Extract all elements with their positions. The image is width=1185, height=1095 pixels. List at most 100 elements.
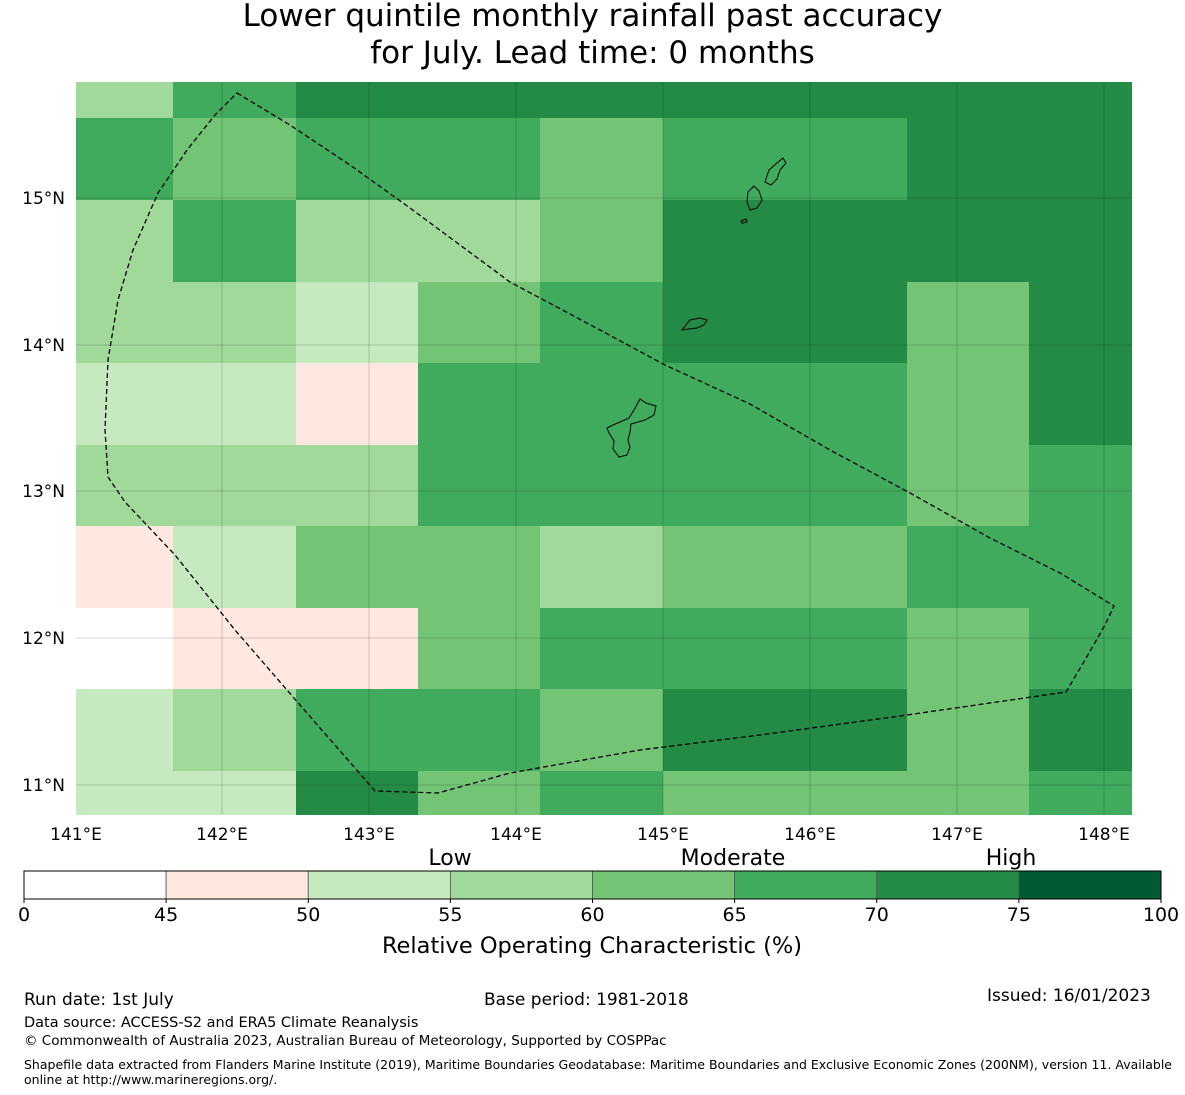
map-grid-cell — [296, 118, 418, 200]
colorbar-swatch — [165, 870, 309, 900]
island-rota — [680, 317, 708, 331]
data-source: Data source: ACCESS-S2 and ERA5 Climate … — [24, 1015, 419, 1031]
map-grid-cell — [418, 445, 540, 526]
colorbar-tick-label: 70 — [865, 904, 889, 926]
eez-boundary — [104, 92, 1115, 794]
map-grid-cell — [907, 82, 1029, 118]
map-grid-cell — [296, 82, 418, 118]
map-grid-cell — [785, 82, 907, 118]
map-grid-cell — [418, 200, 540, 282]
map-grid-cells — [76, 82, 1132, 815]
colorbar-swatch — [1018, 870, 1162, 900]
colorbar-tick-label: 55 — [438, 904, 462, 926]
longitude-tick-label: 148°E — [1078, 825, 1130, 845]
map-grid-cell — [296, 689, 418, 771]
map-grid-cell — [540, 689, 663, 771]
map-grid-cell — [1029, 689, 1132, 771]
map-grid-cell — [907, 282, 1029, 363]
colorbar — [23, 870, 1162, 900]
map-grid-cell — [663, 282, 785, 363]
map-grid-cell — [418, 526, 540, 608]
map-grid-cell — [785, 363, 907, 445]
map-grid-cell — [296, 363, 418, 445]
map-grid-cell — [76, 118, 173, 200]
map-grid-cell — [296, 200, 418, 282]
copyright-notice: © Commonwealth of Australia 2023, Austra… — [24, 1033, 667, 1049]
issued-date: Issued: 16/01/2023 — [987, 986, 1151, 1006]
map-grid-cell — [296, 526, 418, 608]
map-grid-cell — [540, 771, 663, 815]
longitude-tick-label: 141°E — [50, 825, 102, 845]
map-grid-cell — [540, 118, 663, 200]
map-grid-cell — [907, 771, 1029, 815]
map-grid-cell — [663, 771, 785, 815]
map-grid-cell — [173, 118, 296, 200]
latitude-tick-label: 11°N — [22, 776, 65, 796]
map-grid-cell — [785, 771, 907, 815]
latitude-tick-label: 14°N — [22, 336, 65, 356]
map-grid-cell — [907, 689, 1029, 771]
map-grid-cell — [76, 771, 173, 815]
map-grid-cell — [418, 282, 540, 363]
map-grid-cell — [418, 689, 540, 771]
map-grid-cell — [76, 526, 173, 608]
map-grid-cell — [663, 200, 785, 282]
map-grid-cell — [663, 689, 785, 771]
colorbar-swatch — [449, 870, 593, 900]
map-grid-cell — [76, 689, 173, 771]
map-grid-cell — [785, 526, 907, 608]
colorbar-category-labels: Low Moderate High — [428, 846, 1036, 871]
map-grid-cell — [173, 200, 296, 282]
map-grid-cell — [76, 608, 173, 689]
map-grid-cell — [663, 363, 785, 445]
colorbar-swatch — [23, 870, 167, 900]
map-grid-cell — [907, 608, 1029, 689]
chart-title-line-1: Lower quintile monthly rainfall past acc… — [242, 0, 943, 34]
chart-title: Lower quintile monthly rainfall past acc… — [0, 0, 1185, 72]
map-grid-cell — [663, 445, 785, 526]
latitude-tick-labels: 15°N 14°N 13°N 12°N 11°N — [22, 189, 65, 796]
longitude-tick-label: 143°E — [343, 825, 395, 845]
map-grid-cell — [173, 771, 296, 815]
colorbar-category-label: Low — [428, 846, 471, 871]
colorbar-swatch — [734, 870, 878, 900]
longitude-tick-label: 145°E — [637, 825, 689, 845]
map-grid-cell — [76, 282, 173, 363]
colorbar-swatch — [876, 870, 1020, 900]
map-grid-cell — [785, 200, 907, 282]
map-grid-cell — [785, 118, 907, 200]
map-grid-cell — [1029, 526, 1132, 608]
island-guam — [606, 398, 657, 458]
map-grid-cell — [173, 608, 296, 689]
latitude-tick-label: 13°N — [22, 482, 65, 502]
map-grid-cell — [1029, 82, 1132, 118]
colorbar-tick-label: 45 — [154, 904, 178, 926]
longitude-tick-label: 147°E — [931, 825, 983, 845]
map-grid-cell — [540, 282, 663, 363]
map-grid-cell — [76, 445, 173, 526]
map-grid-cell — [907, 200, 1029, 282]
colorbar-swatch — [592, 870, 736, 900]
map-grid-cell — [296, 445, 418, 526]
map-grid-cell — [540, 363, 663, 445]
map-grid-cell — [663, 118, 785, 200]
colorbar-tick-label: 65 — [723, 904, 747, 926]
map-grid-cell — [907, 445, 1029, 526]
map-grid-cell — [296, 771, 418, 815]
map-grid-cell — [907, 118, 1029, 200]
map-grid-cell — [173, 689, 296, 771]
map-grid-cell — [76, 200, 173, 282]
colorbar-tick-label: 50 — [296, 904, 320, 926]
map-grid-cell — [785, 445, 907, 526]
map-grid-cell — [540, 200, 663, 282]
map-grid-cell — [785, 608, 907, 689]
map-grid-cell — [296, 608, 418, 689]
map-grid-cell — [1029, 608, 1132, 689]
colorbar-title: Relative Operating Characteristic (%) — [382, 933, 802, 959]
longitude-tick-labels: 141°E 142°E 143°E 144°E 145°E 146°E 147°E 148°E — [50, 825, 1130, 845]
map-grid-cell — [296, 282, 418, 363]
map-grid-cell — [1029, 771, 1132, 815]
map-grid-cell — [663, 82, 785, 118]
map-grid-cell — [173, 526, 296, 608]
colorbar-swatch — [307, 870, 451, 900]
